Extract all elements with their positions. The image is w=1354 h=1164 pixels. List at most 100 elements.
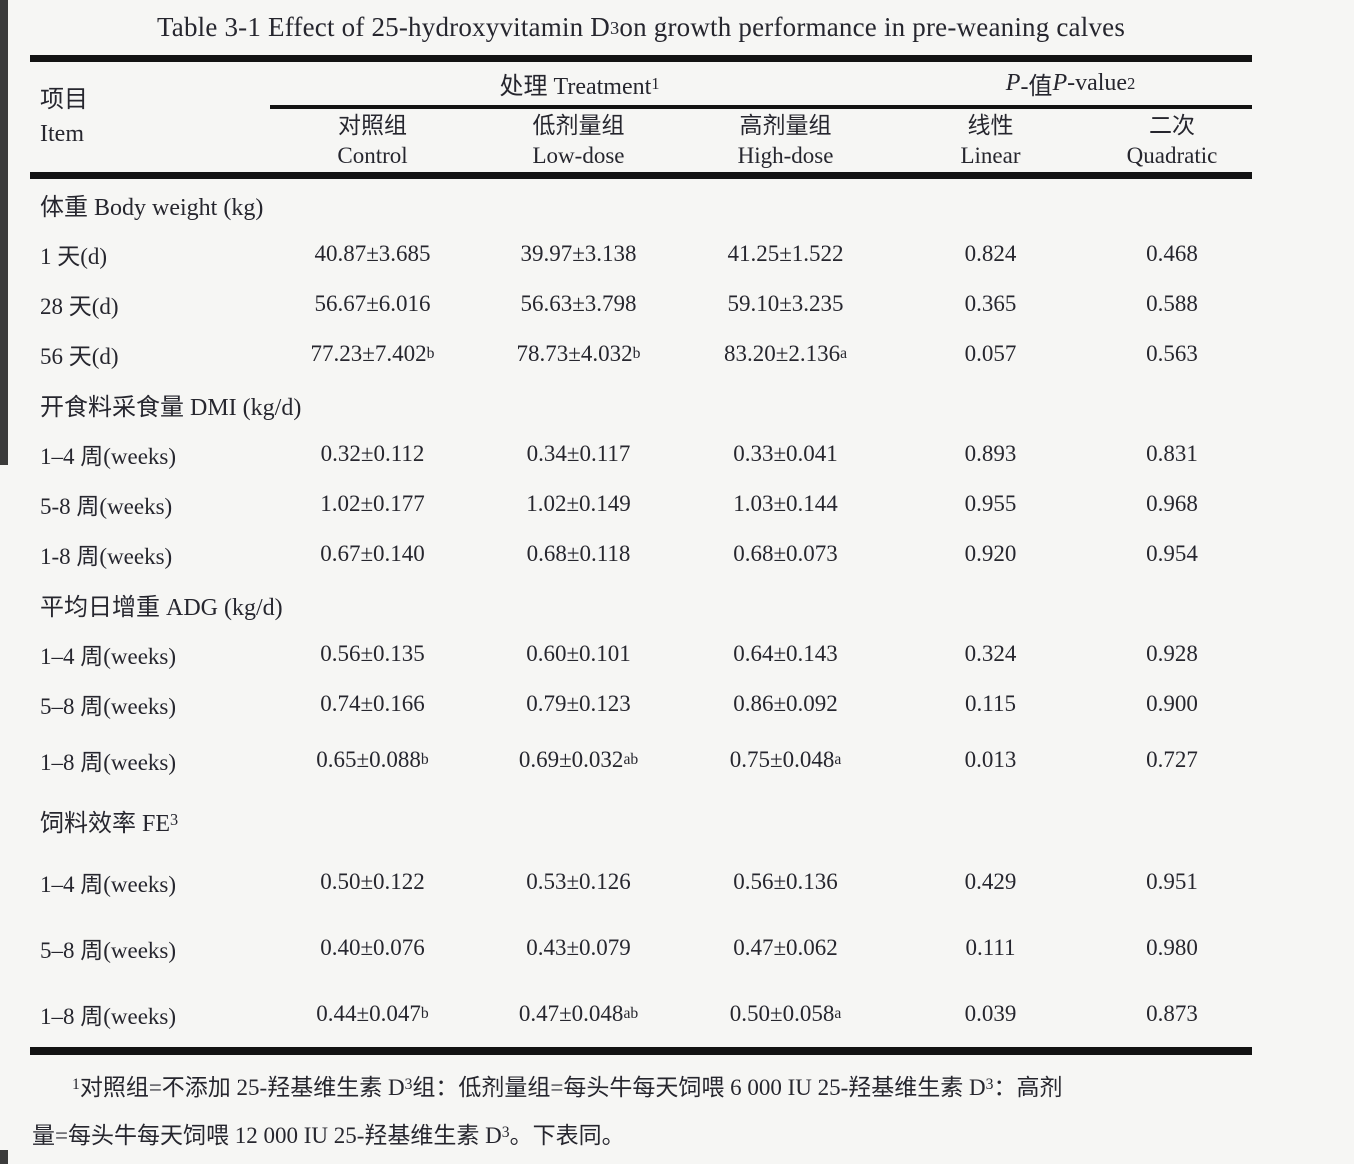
- header-item-en: Item: [40, 121, 84, 147]
- header-treatment-group: 处理 Treatment 1: [499, 73, 660, 100]
- row-label: 1–4 周(weeks): [40, 644, 177, 669]
- header-col-control-zh: 对照组: [338, 112, 407, 138]
- row-label: 5–8 周(weeks): [40, 938, 177, 963]
- cell-value: 1.02±0.177: [320, 491, 425, 516]
- cell-value: 0.831: [1146, 441, 1198, 466]
- cell-value: 0.588: [1146, 291, 1198, 316]
- cell-value: 0.111: [965, 935, 1016, 960]
- table-row: 1–8 周(weeks) 0.65±0.088 b 0.69±0.032 ab 0.75±…: [30, 729, 1252, 791]
- header-col-highdose-en: High-dose: [737, 142, 834, 168]
- cell-value: 0.65±0.088 b: [316, 747, 429, 772]
- table-header: 项目 Item 处理 Treatment 1 P -值 P -value 2 对照组 C…: [30, 62, 1252, 172]
- cell-value: 0.968: [1146, 491, 1198, 516]
- table-row: 1–4 周(weeks) 0.56±0.135 0.60±0.101 0.64±0.1…: [30, 629, 1252, 679]
- row-label: 5–8 周(weeks): [40, 694, 177, 719]
- header-col-quadratic: 二次 Quadratic: [1092, 109, 1252, 172]
- row-label: 1–8 周(weeks): [40, 750, 177, 775]
- header-col-highdose-zh: 高剂量组: [739, 112, 832, 138]
- cell-value: 0.47±0.062: [733, 935, 838, 960]
- cell-value: 41.25±1.522: [727, 241, 844, 266]
- cell-value: 0.365: [964, 291, 1017, 316]
- table-row: 1-8 周(weeks) 0.67±0.140 0.68±0.118 0.68±0.0…: [30, 529, 1252, 579]
- cell-value: 78.73±4.032 b: [516, 341, 641, 366]
- row-label: 5-8 周(weeks): [40, 494, 173, 519]
- cell-value: 0.56±0.136: [733, 869, 838, 894]
- header-col-linear: 线性 Linear: [889, 109, 1092, 172]
- header-col-control-en: Control: [337, 142, 408, 168]
- cell-value: 0.50±0.058 a: [729, 1001, 842, 1026]
- table-row: 1 天(d) 40.87±3.685 39.97±3.138 41.25±1.522 0…: [30, 229, 1252, 279]
- cell-value: 0.75±0.048 a: [729, 747, 842, 772]
- table-row: 28 天(d) 56.67±6.016 56.63±3.798 59.10±3.235…: [30, 279, 1252, 329]
- cell-value: 59.10±3.235: [727, 291, 844, 316]
- cell-value: 0.727: [1146, 747, 1198, 772]
- table-row: 5–8 周(weeks) 0.74±0.166 0.79±0.123 0.86±0.0…: [30, 679, 1252, 729]
- cell-value: 0.47±0.048 ab: [518, 1001, 639, 1026]
- section-label: 平均日增重 ADG (kg/d): [40, 594, 283, 621]
- section-label: 开食料采食量 DMI (kg/d): [40, 394, 302, 421]
- section-label: 体重 Body weight (kg): [40, 194, 264, 221]
- cell-value: 0.928: [1146, 641, 1198, 666]
- scan-edge-artifact-top: [0, 0, 8, 465]
- cell-value: 0.79±0.123: [526, 691, 631, 716]
- row-label: 1-8 周(weeks): [40, 544, 173, 569]
- table-row: 1–8 周(weeks) 0.44±0.047 b 0.47±0.048 ab 0.50±…: [30, 981, 1252, 1047]
- cell-value: 0.34±0.117: [526, 441, 631, 466]
- header-spanner-rule: [270, 105, 1252, 109]
- row-label: 1–4 周(weeks): [40, 444, 177, 469]
- cell-value: 0.900: [1146, 691, 1198, 716]
- table-bottom-rule: [30, 1047, 1252, 1055]
- cell-value: 83.20±2.136 a: [723, 341, 848, 366]
- cell-value: 0.429: [964, 869, 1017, 894]
- table-row: 5-8 周(weeks) 1.02±0.177 1.02±0.149 1.03±0.1…: [30, 479, 1252, 529]
- cell-value: 0.873: [1146, 1001, 1198, 1026]
- header-pvalue-group: P -值 P -value 2: [1005, 70, 1136, 100]
- header-col-highdose: 高剂量组 High-dose: [682, 109, 889, 172]
- header-col-linear-zh: 线性: [967, 112, 1014, 138]
- cell-value: 0.69±0.032 ab: [518, 747, 639, 772]
- cell-value: 0.68±0.073: [733, 541, 838, 566]
- header-col-control: 对照组 Control: [270, 109, 475, 172]
- cell-value: 0.33±0.041: [733, 441, 838, 466]
- table-row: 56 天(d) 77.23±7.402 b 78.73±4.032 b 83.20±2.1…: [30, 329, 1252, 379]
- cell-value: 0.50±0.122: [320, 869, 425, 894]
- cell-value: 0.67±0.140: [320, 541, 425, 566]
- cell-value: 0.039: [964, 1001, 1017, 1026]
- table-top-rule: [30, 55, 1252, 62]
- table-body: 体重 Body weight (kg) 1 天(d) 40.87±3.685 39.9…: [30, 179, 1252, 1047]
- cell-value: 0.920: [964, 541, 1017, 566]
- table-section: 开食料采食量 DMI (kg/d) 1–4 周(weeks) 0.32±0.112 0…: [30, 379, 1252, 579]
- header-col-quadratic-zh: 二次: [1149, 112, 1195, 138]
- scan-edge-artifact-bottom: [0, 1150, 8, 1164]
- cell-value: 40.87±3.685: [314, 241, 431, 266]
- header-col-quadratic-en: Quadratic: [1126, 142, 1218, 168]
- cell-value: 0.324: [964, 641, 1017, 666]
- cell-value: 0.954: [1146, 541, 1198, 566]
- row-label: 56 天(d): [40, 344, 119, 369]
- row-label: 1–8 周(weeks): [40, 1004, 177, 1029]
- cell-value: 0.86±0.092: [733, 691, 838, 716]
- cell-value: 77.23±7.402 b: [310, 341, 435, 366]
- header-col-lowdose-zh: 低剂量组: [532, 112, 625, 138]
- cell-value: 0.824: [964, 241, 1017, 266]
- row-label: 28 天(d): [40, 294, 119, 319]
- table-section: 平均日增重 ADG (kg/d) 1–4 周(weeks) 0.56±0.135 0.…: [30, 579, 1252, 791]
- header-col-lowdose: 低剂量组 Low-dose: [475, 109, 682, 172]
- cell-value: 0.44±0.047 b: [316, 1001, 429, 1026]
- row-label: 1–4 周(weeks): [40, 872, 177, 897]
- table-row: 1–4 周(weeks) 0.32±0.112 0.34±0.117 0.33±0.0…: [30, 429, 1252, 479]
- header-col-lowdose-en: Low-dose: [532, 142, 625, 168]
- cell-value: 1.03±0.144: [733, 491, 838, 516]
- table-row: 5–8 周(weeks) 0.40±0.076 0.43±0.079 0.47±0.0…: [30, 915, 1252, 981]
- header-item-zh: 项目: [40, 87, 88, 113]
- cell-value: 1.02±0.149: [526, 491, 631, 516]
- cell-value: 0.68±0.118: [526, 541, 631, 566]
- header-bottom-rule: [30, 172, 1252, 179]
- cell-value: 56.63±3.798: [520, 291, 637, 316]
- cell-value: 0.60±0.101: [526, 641, 631, 666]
- cell-value: 0.115: [965, 691, 1016, 716]
